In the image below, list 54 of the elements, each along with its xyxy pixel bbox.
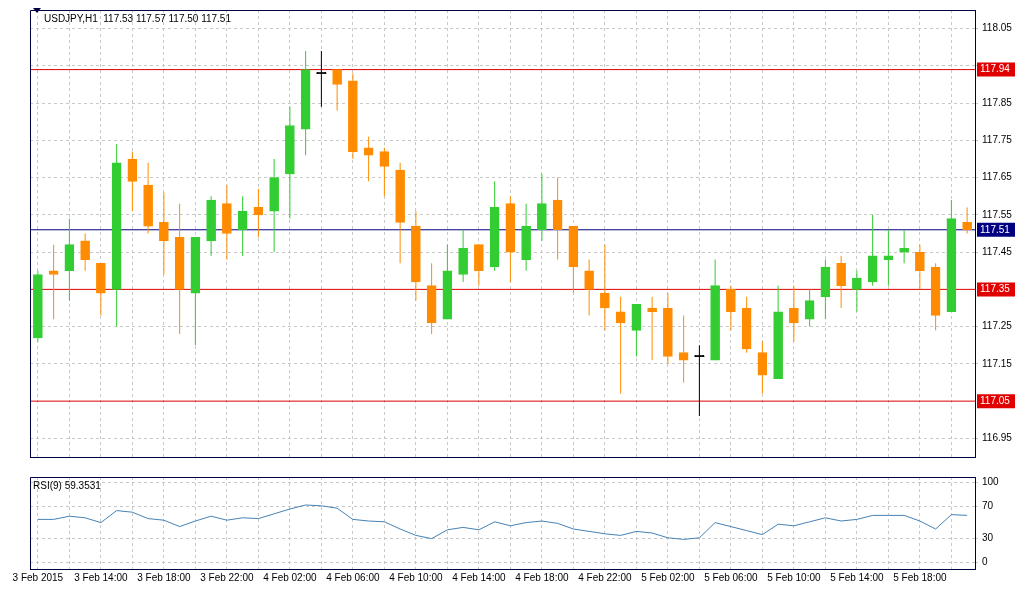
- candlestick: [584, 259, 594, 316]
- y-tick-label: 116.95: [982, 432, 1013, 444]
- y-tick-label: 100: [982, 476, 1000, 488]
- category-label: 4 Feb 02:00: [263, 571, 317, 583]
- y-tick-label: 0: [982, 556, 988, 568]
- candlestick: [363, 136, 374, 182]
- candlestick: [600, 244, 610, 331]
- candlestick: [789, 285, 799, 343]
- category-label: 5 Feb 06:00: [704, 571, 758, 583]
- chart-title: USDJPY,H1 117.53 117.57 117.50 117.51: [44, 12, 232, 24]
- y-tick-label: 117.25: [982, 320, 1013, 332]
- candlestick: [237, 195, 248, 257]
- candlestick: [962, 206, 972, 234]
- candlestick: [48, 244, 59, 320]
- category-label: 3 Feb 14:00: [74, 571, 128, 583]
- category-label: 5 Feb 18:00: [893, 571, 947, 583]
- candlestick: [804, 288, 815, 328]
- candlestick: [159, 192, 169, 275]
- ref-line-label: 117.94: [980, 63, 1011, 75]
- category-label: 5 Feb 02:00: [641, 571, 695, 583]
- category-label: 5 Feb 14:00: [830, 571, 884, 583]
- category-label: 4 Feb 14:00: [452, 571, 506, 583]
- category-label: 4 Feb 22:00: [578, 571, 632, 583]
- category-label: 4 Feb 18:00: [515, 571, 569, 583]
- candlestick: [757, 341, 768, 395]
- y-tick-label: 117.65: [982, 171, 1013, 183]
- y-tick-label: 117.85: [982, 96, 1013, 108]
- candlestick: [836, 255, 846, 309]
- y-tick-label: 70: [982, 500, 994, 512]
- candlestick: [615, 296, 626, 395]
- candlestick: [726, 285, 736, 331]
- y-tick-label: 30: [982, 532, 994, 544]
- candlestick: [80, 233, 90, 272]
- candlestick: [127, 151, 138, 212]
- y-tick-label: 118.05: [982, 22, 1013, 34]
- candlestick: [379, 147, 390, 197]
- y-tick-label: 117.75: [982, 134, 1013, 146]
- candlestick: [332, 69, 342, 112]
- category-label: 3 Feb 18:00: [137, 571, 191, 583]
- ref-line-label: 117.51: [980, 223, 1011, 235]
- chart-title: RSI(9) 59.3531: [33, 479, 102, 491]
- y-tick-label: 117.55: [982, 208, 1013, 220]
- candlestick: [315, 50, 327, 108]
- category-label: 3 Feb 22:00: [200, 571, 254, 583]
- ref-line-label: 117.35: [980, 283, 1011, 295]
- category-label: 4 Feb 06:00: [326, 571, 380, 583]
- candlestick: [915, 244, 925, 290]
- candlestick: [852, 270, 862, 313]
- category-label: 5 Feb 10:00: [767, 571, 821, 583]
- y-tick-label: 117.45: [982, 245, 1013, 257]
- y-tick-label: 117.15: [982, 357, 1013, 369]
- category-label: 3 Feb 2015: [12, 571, 64, 583]
- ref-line-label: 117.05: [980, 394, 1011, 406]
- category-label: 4 Feb 10:00: [389, 571, 443, 583]
